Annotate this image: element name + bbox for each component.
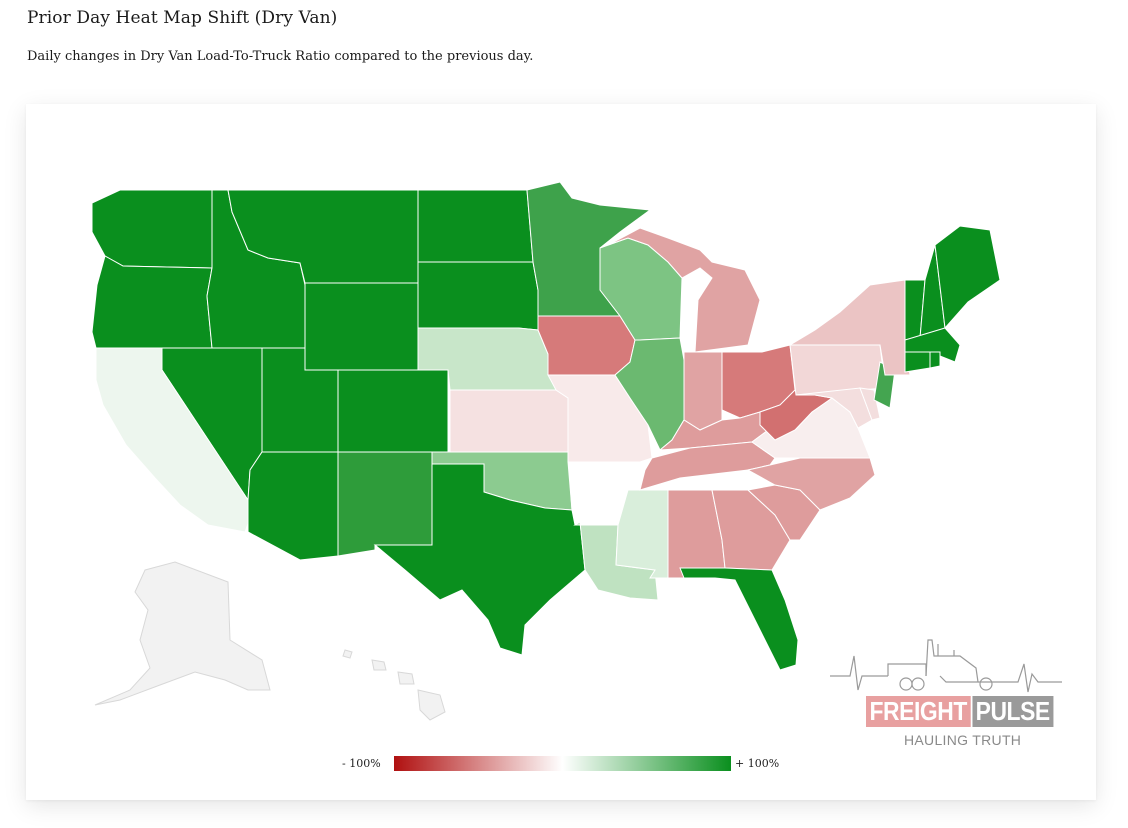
state-shapes	[91, 181, 1001, 721]
state-wy[interactable]	[304, 282, 419, 371]
brand-name-part1: FREIGHT	[866, 696, 971, 727]
state-ak[interactable]	[94, 561, 271, 706]
state-ct[interactable]	[904, 351, 931, 373]
brand-name: FREIGHT PULSE	[866, 696, 1054, 727]
state-in[interactable]	[683, 351, 723, 431]
page-subtitle: Daily changes in Dry Van Load-To-Truck R…	[27, 49, 534, 64]
state-hi[interactable]	[342, 649, 446, 721]
state-ca[interactable]	[95, 347, 251, 533]
state-il[interactable]	[614, 337, 685, 451]
state-ms[interactable]	[615, 489, 669, 579]
state-co[interactable]	[337, 369, 449, 453]
state-nm[interactable]	[337, 451, 433, 557]
us-heat-map	[91, 181, 1001, 721]
state-me[interactable]	[934, 225, 1001, 330]
freight-pulse-logo: FREIGHT PULSE HAULING TRUTH	[828, 634, 1064, 754]
state-ia[interactable]	[537, 315, 636, 376]
state-wa[interactable]	[91, 189, 213, 269]
state-fl[interactable]	[679, 567, 799, 671]
brand-tagline: HAULING TRUTH	[904, 732, 1022, 748]
state-tx[interactable]	[373, 463, 586, 656]
state-pa[interactable]	[789, 344, 886, 396]
page-title: Prior Day Heat Map Shift (Dry Van)	[27, 8, 338, 28]
state-wv[interactable]	[759, 389, 834, 441]
brand-name-part2: PULSE	[972, 696, 1054, 727]
state-az[interactable]	[247, 451, 339, 561]
state-ks[interactable]	[449, 389, 569, 453]
truck-heartbeat-icon	[830, 639, 1062, 693]
state-sd[interactable]	[417, 261, 539, 331]
state-ri[interactable]	[929, 351, 941, 369]
state-nd[interactable]	[417, 189, 534, 263]
state-or[interactable]	[91, 255, 213, 349]
map-card: - 100% + 100% FREIGHT PULSE HAULING TRUT…	[26, 104, 1096, 800]
